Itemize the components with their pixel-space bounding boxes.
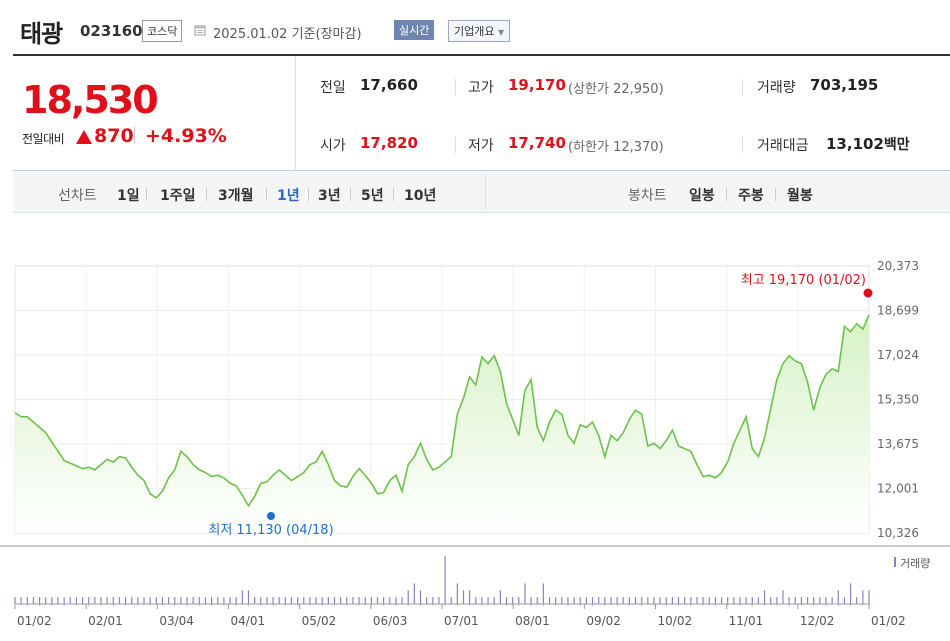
- x-tick-label: 01/02: [17, 614, 52, 628]
- change-value: 870: [94, 125, 134, 147]
- separator: [393, 188, 394, 201]
- panel-divider: [295, 56, 296, 171]
- separator: [206, 188, 207, 201]
- period-1d[interactable]: 1일: [117, 188, 140, 204]
- chart-toolbar: [13, 171, 950, 213]
- x-tick-label: 08/01: [515, 614, 550, 628]
- y-tick-label: 15,350: [877, 393, 919, 407]
- y-tick-label: 20,373: [877, 259, 919, 273]
- line-chart-label: 선차트: [58, 188, 97, 204]
- period-10y[interactable]: 10년: [404, 188, 437, 204]
- change-label: 전일대비: [22, 132, 65, 146]
- price-markers: 최고 19,170 (01/02) 최저 11,130 (04/18): [208, 273, 873, 538]
- y-tick-label: 18,699: [877, 304, 919, 318]
- high-value: 19,170: [508, 76, 566, 94]
- amount-label: 거래대금: [757, 138, 809, 154]
- x-tick-label: 09/02: [586, 614, 621, 628]
- upper-limit-label: (상한가: [568, 82, 609, 97]
- volume-legend-label: 거래량: [900, 557, 930, 570]
- price-area: [15, 314, 869, 533]
- upper-limit-value: 22,950: [613, 82, 659, 97]
- separator: [266, 188, 267, 201]
- x-tick-label: 06/03: [373, 614, 408, 628]
- high-marker: [863, 288, 873, 298]
- x-tick-label: 02/01: [88, 614, 123, 628]
- change-percent: +4.93%: [145, 125, 227, 147]
- calendar-icon: [194, 25, 206, 36]
- separator: [455, 79, 456, 95]
- candle-daily[interactable]: 일봉: [689, 188, 715, 204]
- amount-unit: 백만: [883, 137, 910, 153]
- x-tick-label: 11/01: [729, 614, 764, 628]
- volume-label: 거래량: [757, 80, 796, 96]
- lower-limit-value: 12,370: [613, 140, 659, 155]
- quote-date: 2025.01.02: [213, 27, 288, 42]
- open-value: 17,820: [360, 134, 418, 152]
- amount-value: 13,102: [826, 135, 884, 153]
- quote-panel: [13, 54, 950, 171]
- market-badge: 코스닥: [142, 20, 183, 42]
- low-label: 저가: [468, 138, 494, 154]
- x-tick-label: 01/02: [871, 614, 906, 628]
- x-tick-label: 12/02: [800, 614, 835, 628]
- y-tick-label: 12,001: [877, 482, 919, 496]
- lower-limit: (하한가 12,370): [568, 136, 664, 155]
- period-1y[interactable]: 1년: [277, 188, 300, 204]
- x-tick-label: 04/01: [231, 614, 266, 628]
- high-annotation: 최고 19,170 (01/02): [741, 273, 866, 288]
- low-marker: [267, 512, 275, 520]
- quote-basis: 기준(장마감): [291, 27, 362, 42]
- period-3y[interactable]: 3년: [318, 188, 341, 204]
- volume-value: 703,195: [810, 76, 879, 94]
- lower-limit-label: (하한가: [568, 140, 609, 155]
- candle-monthly[interactable]: 월봉: [787, 188, 813, 204]
- separator: [308, 188, 309, 201]
- current-price: 18,530: [22, 78, 159, 122]
- separator: [455, 137, 456, 153]
- realtime-button[interactable]: 실시간: [394, 20, 435, 40]
- prev-close-label: 전일: [320, 80, 346, 96]
- open-label: 시가: [320, 138, 346, 154]
- y-tick-label: 13,675: [877, 437, 919, 451]
- price-line: [14, 314, 870, 508]
- volume-legend-icon: [894, 557, 896, 567]
- upper-limit-close: ): [658, 82, 664, 97]
- candle-chart-label: 봉차트: [628, 188, 667, 204]
- candle-weekly[interactable]: 주봉: [738, 188, 764, 204]
- dropdown-arrow-icon: ▼: [497, 28, 505, 37]
- low-value: 17,740: [508, 134, 566, 152]
- separator: [350, 188, 351, 201]
- amount: 13,102백만: [826, 134, 910, 154]
- x-tick-label: 07/01: [444, 614, 479, 628]
- low-annotation: 최저 11,130 (04/18): [208, 523, 333, 538]
- period-5y[interactable]: 5년: [361, 188, 384, 204]
- y-tick-label: 17,024: [877, 348, 919, 362]
- toolbar-divider: [485, 174, 486, 210]
- company-overview-label: 기업개요: [454, 25, 495, 38]
- lower-limit-close: ): [658, 140, 664, 155]
- y-axis: 20,373 18,699 17,024 15,350 13,675 12,001 10,3…: [877, 259, 919, 540]
- company-overview-button[interactable]: 기업개요 ▼: [448, 20, 511, 42]
- stock-name: 태광: [20, 20, 63, 48]
- x-tick-label: 05/02: [302, 614, 337, 628]
- y-tick-label: 10,326: [877, 526, 919, 540]
- prev-close-value: 17,660: [360, 76, 418, 94]
- separator: [726, 188, 727, 201]
- separator: [742, 79, 743, 95]
- period-3m[interactable]: 3개월: [218, 188, 254, 204]
- stock-code: 023160: [80, 22, 143, 40]
- separator: [742, 137, 743, 153]
- upper-limit: (상한가 22,950): [568, 78, 664, 97]
- x-tick-label: 03/04: [159, 614, 194, 628]
- up-triangle-icon: [76, 130, 92, 144]
- x-tick-label: 10/02: [658, 614, 693, 628]
- period-1w[interactable]: 1주일: [160, 188, 196, 204]
- separator: [775, 188, 776, 201]
- high-label: 고가: [468, 80, 494, 96]
- separator: [146, 188, 147, 201]
- change-separator: [134, 126, 135, 144]
- x-axis: 01/02 02/01 03/04 04/01 05/02 06/03 07/01 08/01…: [0, 545, 950, 628]
- volume-bars: 거래량: [14, 556, 930, 604]
